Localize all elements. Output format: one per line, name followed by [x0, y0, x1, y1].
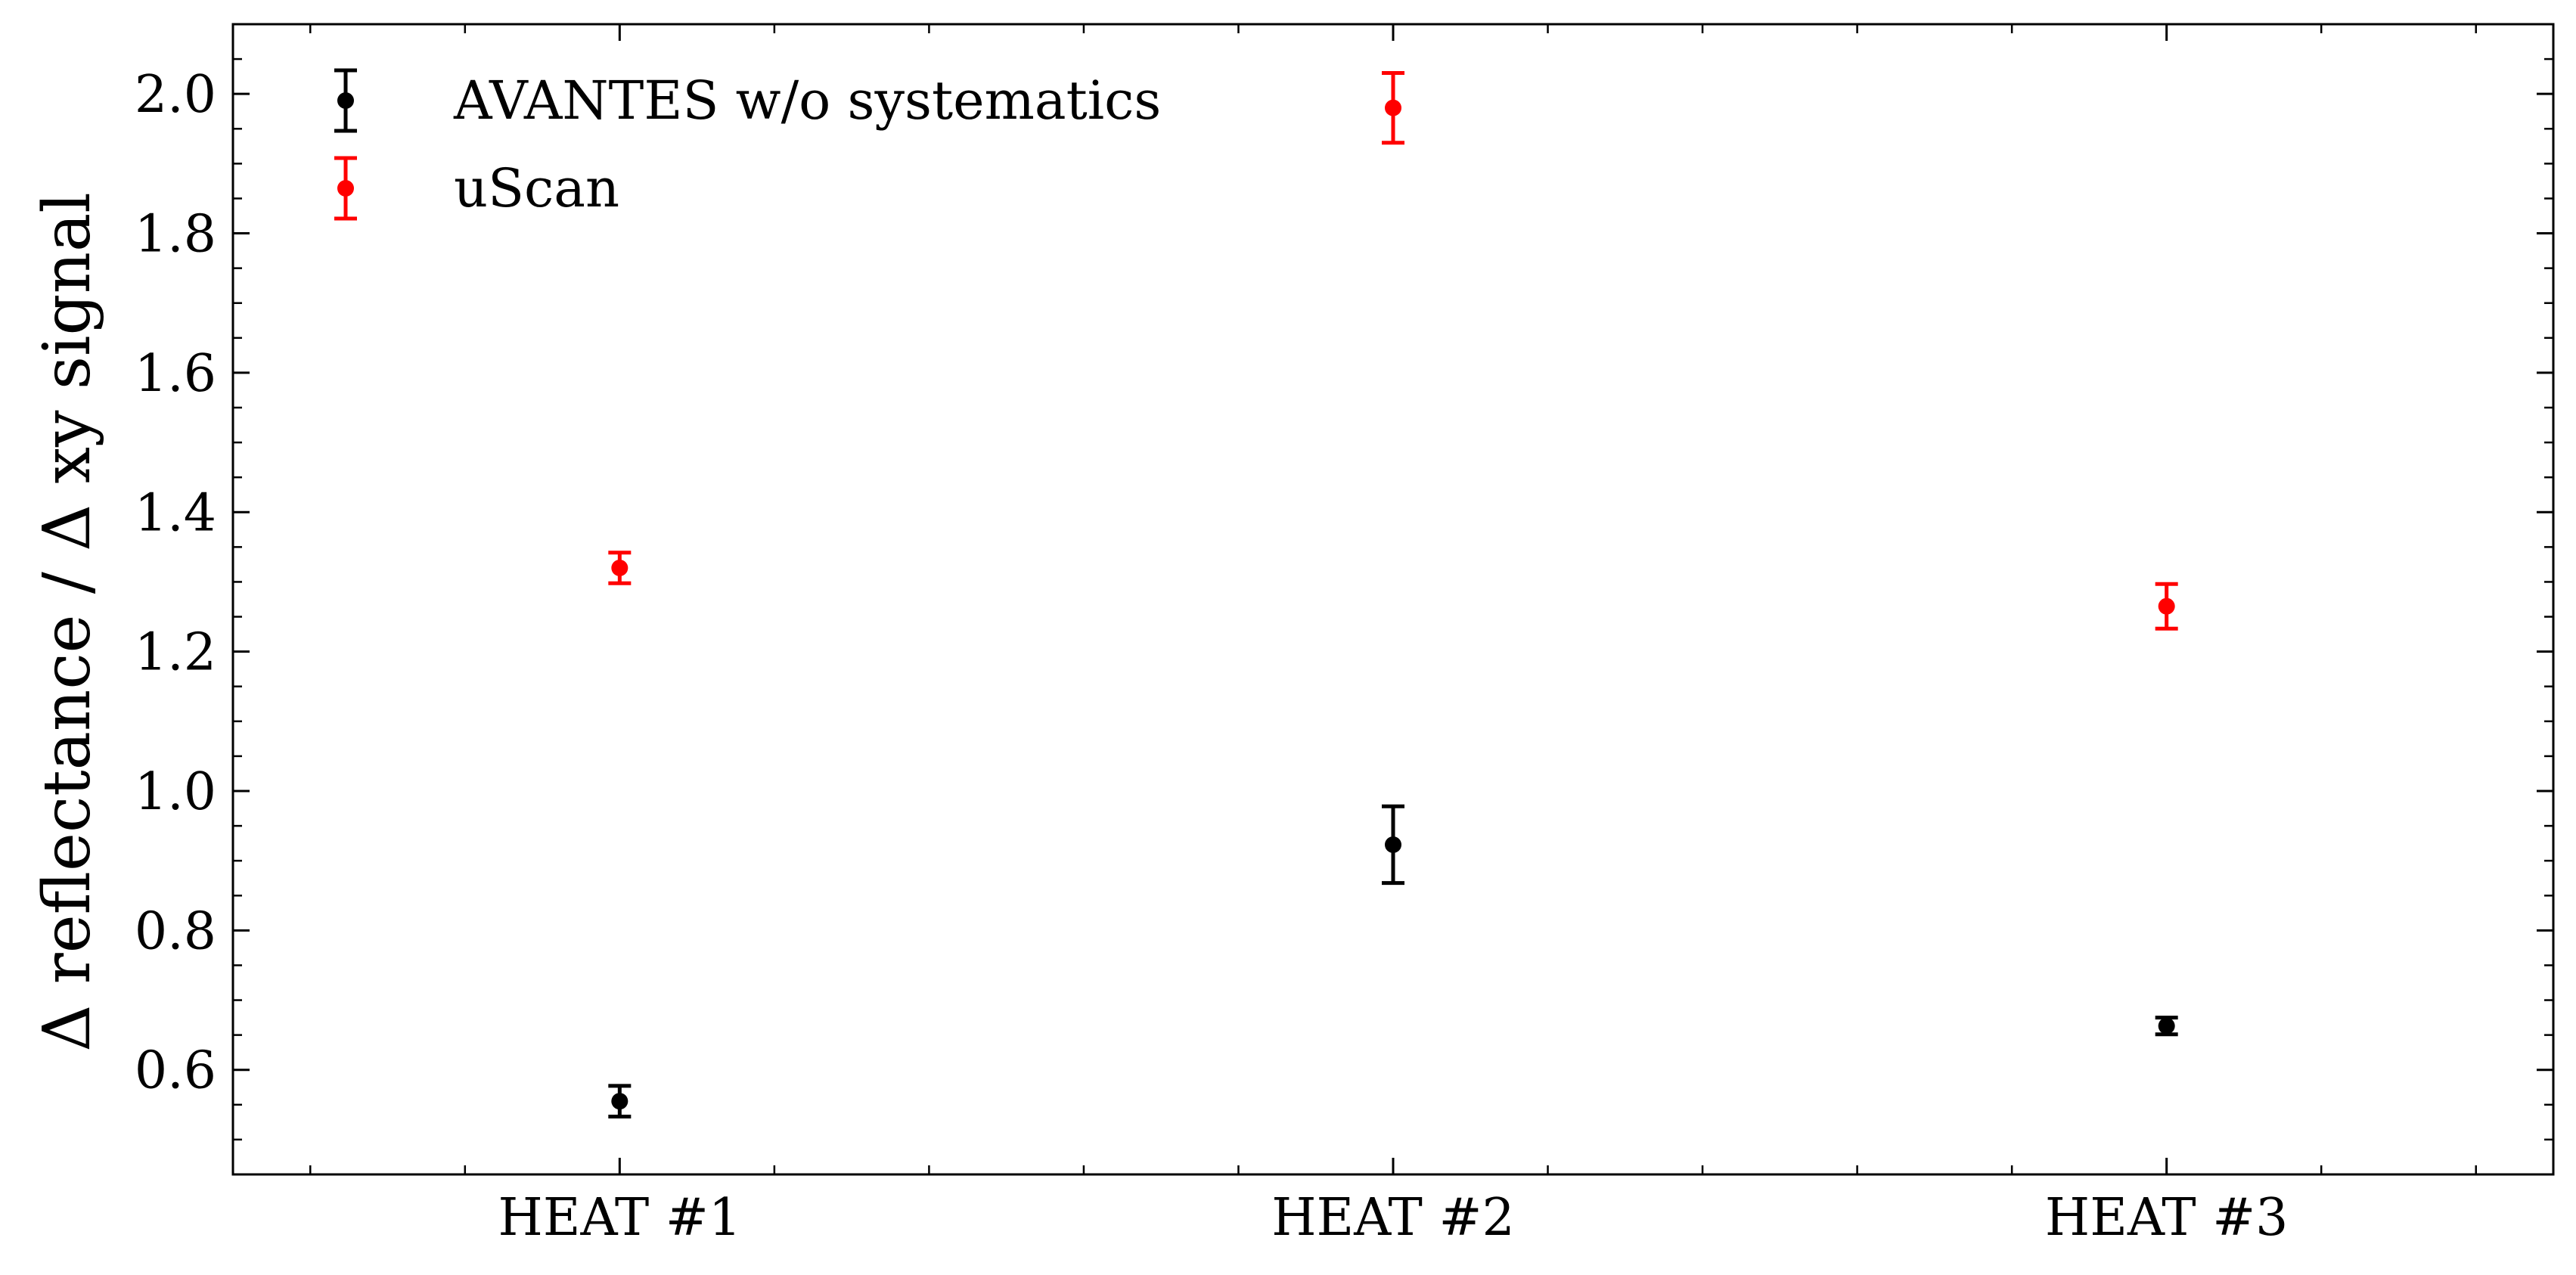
data-series — [608, 71, 2178, 1118]
errorbar-point — [608, 1084, 632, 1118]
legend: AVANTES w/o systematics uScan — [334, 68, 1161, 221]
x-tick-label: HEAT #1 — [498, 1188, 742, 1248]
y-axis-label: Δ reflectance / Δ xy signal — [29, 192, 105, 1052]
errorbar-point — [2155, 1016, 2178, 1037]
y-tick-label: 0.6 — [135, 1041, 216, 1101]
data-point — [2158, 1017, 2175, 1035]
y-tick-label: 1.2 — [135, 623, 216, 683]
legend-marker — [334, 156, 357, 221]
plot-area: HEAT #1 HEAT #2 HEAT #3 0.6 0.8 1.0 1.2 1.4 1.6… — [135, 23, 2555, 1248]
data-point — [611, 560, 628, 577]
y-tick-label: 1.0 — [135, 762, 216, 822]
data-point — [2158, 597, 2175, 615]
x-ticks: HEAT #1 HEAT #2 HEAT #3 — [309, 24, 2477, 1248]
legend-label: uScan — [454, 157, 619, 219]
x-tick-label: HEAT #3 — [2045, 1188, 2289, 1248]
legend-label: AVANTES w/o systematics — [453, 70, 1161, 132]
data-point — [337, 180, 354, 197]
data-point — [611, 1093, 628, 1110]
y-ticks: 0.6 0.8 1.0 1.2 1.4 1.6 1.8 2.0 — [135, 57, 2553, 1141]
y-tick-label: 1.8 — [135, 205, 216, 265]
y-tick-label: 0.8 — [135, 901, 216, 961]
data-point — [337, 92, 354, 109]
errorbar-point — [2155, 582, 2178, 631]
data-point — [1385, 836, 1401, 853]
y-tick-label: 1.6 — [135, 344, 216, 404]
errorbar-point — [1382, 71, 1404, 145]
errorbar-point — [608, 551, 632, 585]
legend-marker — [334, 68, 357, 133]
errorbar-point — [1382, 804, 1404, 886]
x-tick-label: HEAT #2 — [1271, 1188, 1515, 1248]
data-point — [1385, 99, 1401, 116]
y-tick-label: 1.4 — [135, 483, 216, 543]
y-tick-label: 2.0 — [135, 65, 216, 125]
